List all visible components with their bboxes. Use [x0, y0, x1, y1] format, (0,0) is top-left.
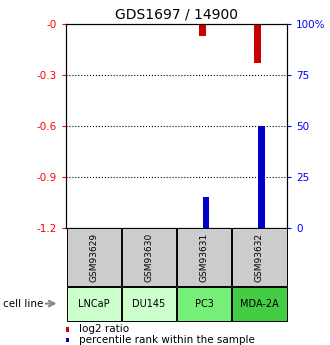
FancyBboxPatch shape — [177, 287, 231, 321]
Bar — [254, 24, 261, 63]
Bar — [66, 338, 69, 342]
FancyBboxPatch shape — [122, 228, 176, 286]
Text: PC3: PC3 — [195, 299, 214, 308]
Bar — [199, 24, 206, 36]
Text: MDA-2A: MDA-2A — [240, 299, 279, 308]
Bar — [66, 327, 69, 332]
Text: GSM93632: GSM93632 — [255, 233, 264, 282]
FancyBboxPatch shape — [67, 287, 121, 321]
FancyBboxPatch shape — [232, 228, 286, 286]
FancyBboxPatch shape — [67, 228, 121, 286]
Text: DU145: DU145 — [132, 299, 166, 308]
Text: GSM93631: GSM93631 — [200, 233, 209, 282]
Bar — [258, 126, 265, 228]
Text: cell line: cell line — [3, 299, 44, 308]
Text: GSM93630: GSM93630 — [145, 233, 153, 282]
FancyBboxPatch shape — [122, 287, 176, 321]
Text: LNCaP: LNCaP — [78, 299, 110, 308]
FancyBboxPatch shape — [177, 228, 231, 286]
FancyBboxPatch shape — [232, 287, 286, 321]
Text: percentile rank within the sample: percentile rank within the sample — [79, 335, 255, 345]
Text: GSM93629: GSM93629 — [89, 233, 98, 282]
Text: log2 ratio: log2 ratio — [79, 325, 129, 334]
Bar — [203, 197, 210, 228]
Title: GDS1697 / 14900: GDS1697 / 14900 — [115, 8, 238, 22]
